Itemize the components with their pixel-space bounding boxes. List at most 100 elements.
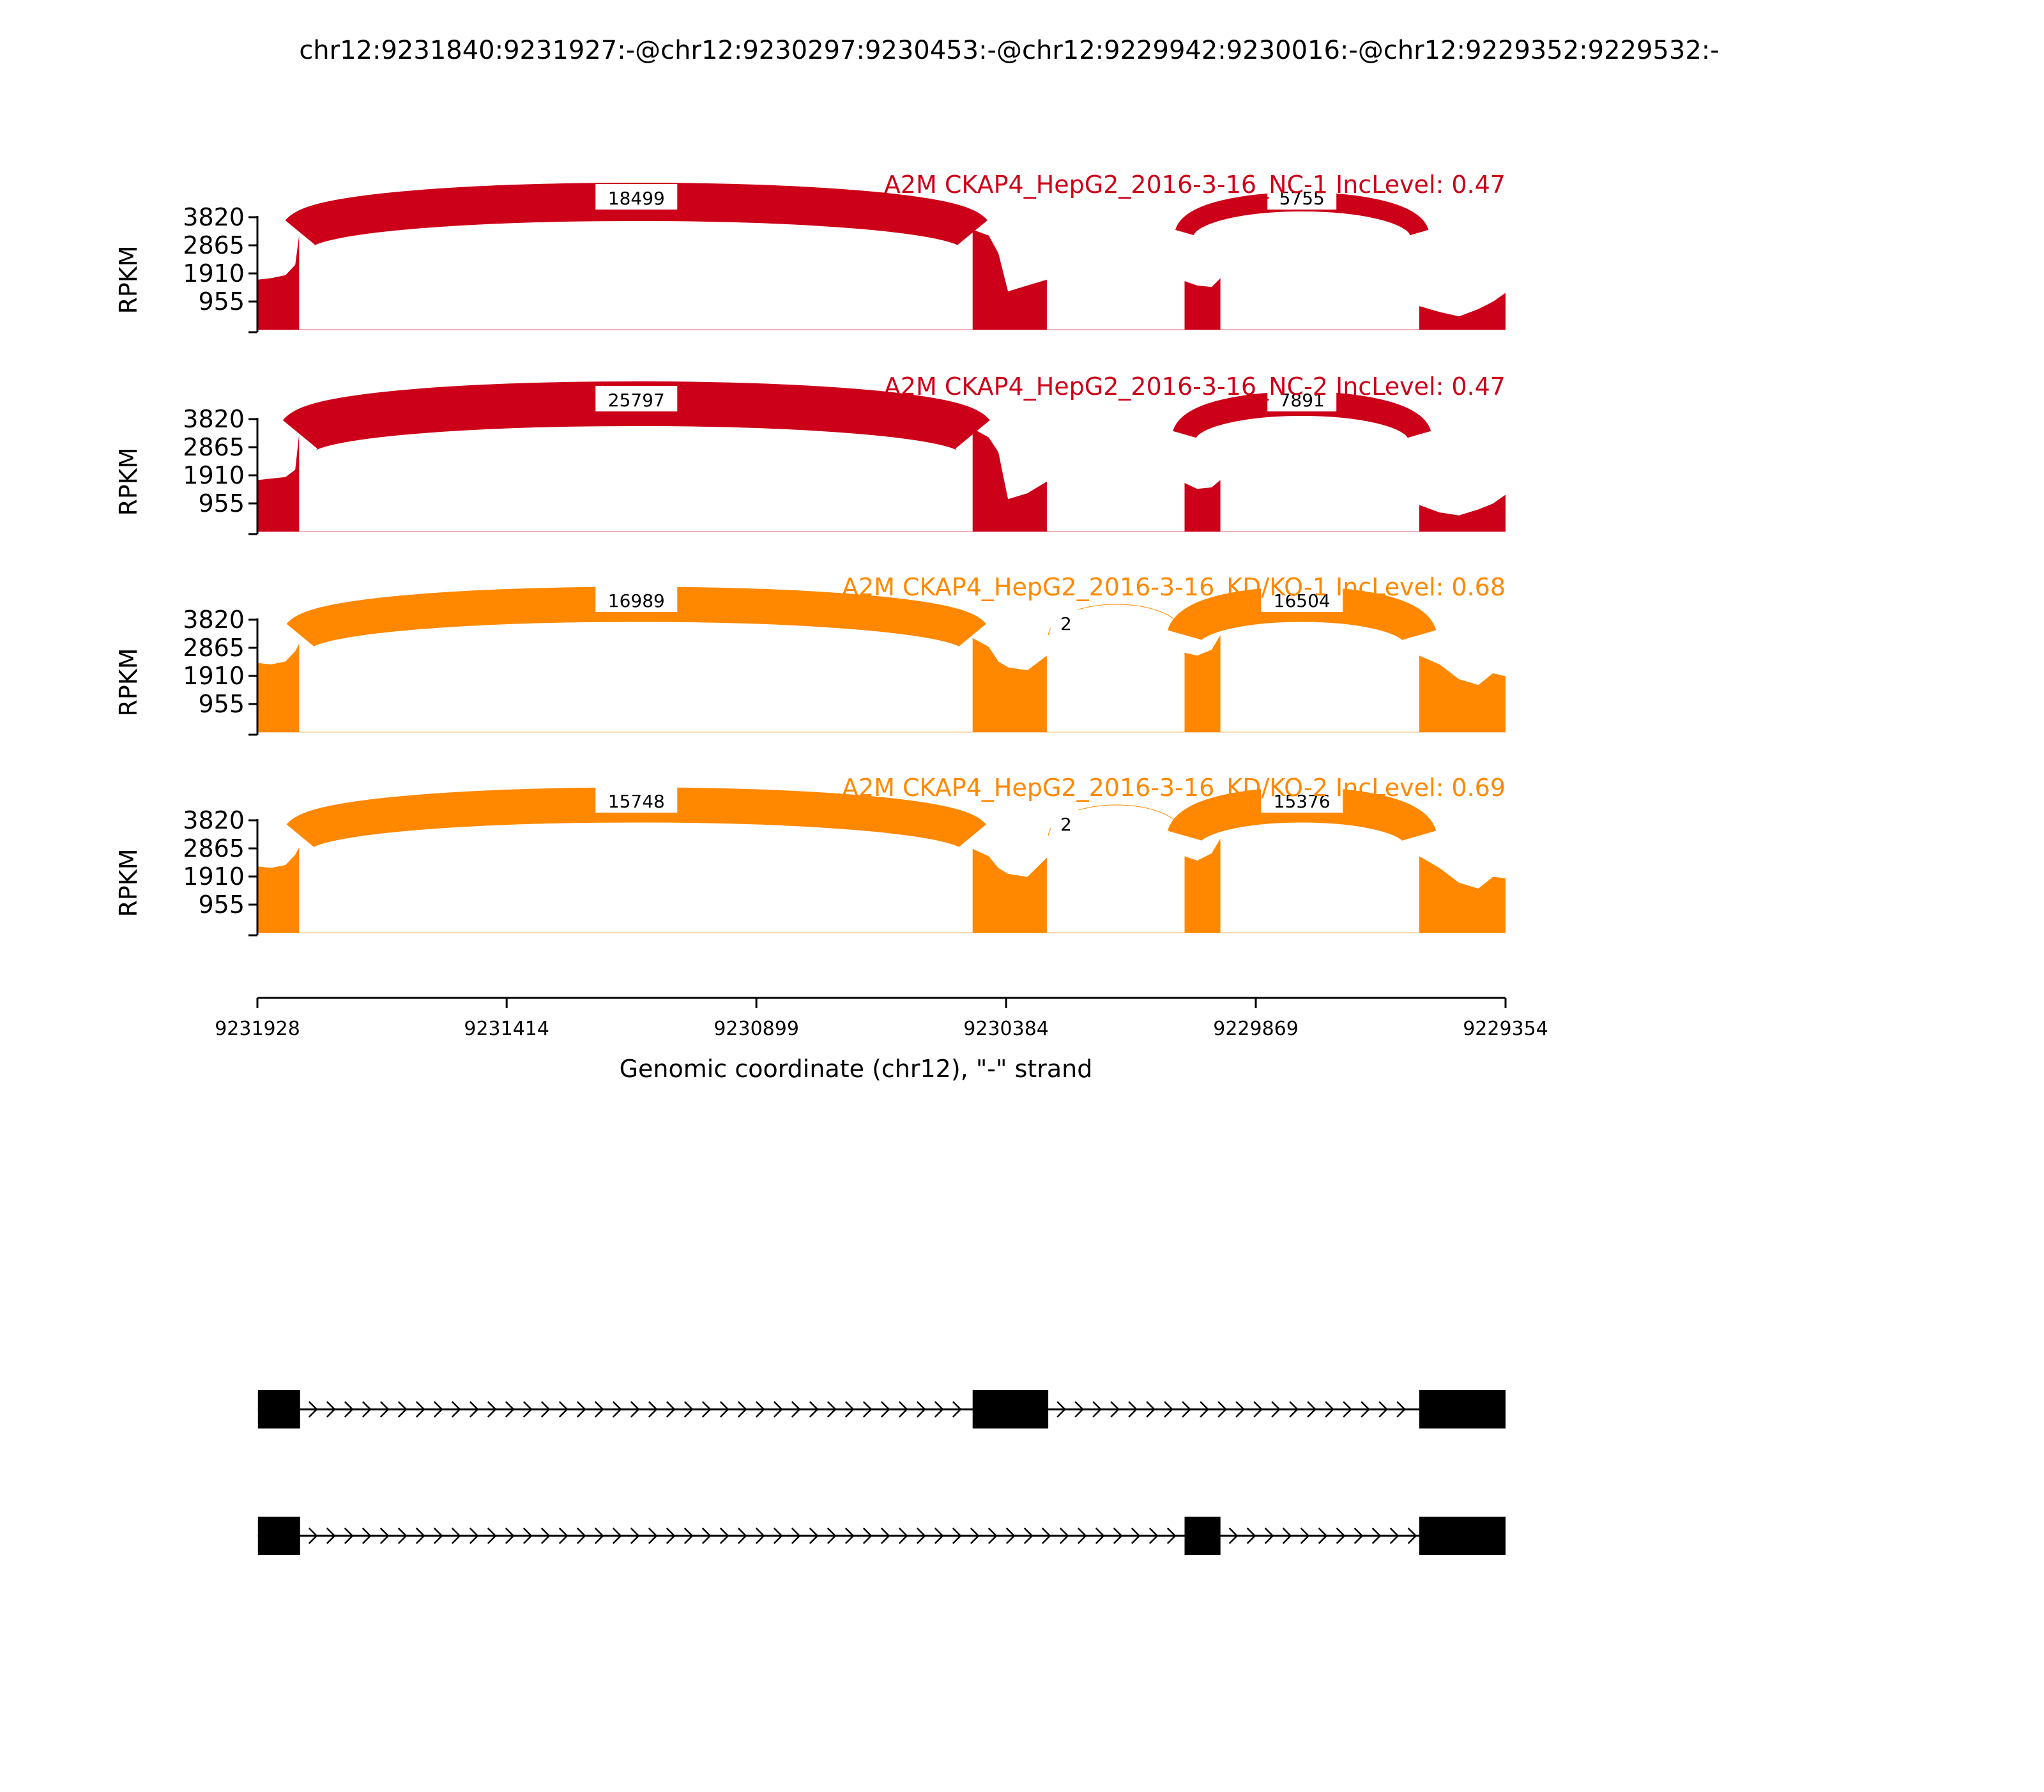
strand-arrow <box>1023 1528 1033 1544</box>
strand-arrow <box>612 1401 622 1418</box>
strand-arrow <box>362 1528 372 1544</box>
strand-arrow <box>1074 1401 1084 1418</box>
strand-arrow <box>540 1528 551 1544</box>
coverage-segment <box>1419 856 1506 933</box>
y-tick-label: 955 <box>198 489 245 517</box>
strand-arrow <box>898 1528 908 1544</box>
strand-arrow <box>308 1528 318 1544</box>
strand-arrow <box>1289 1401 1299 1418</box>
strand-arrow <box>1407 1528 1417 1544</box>
strand-arrow <box>719 1528 729 1544</box>
junction-label-box <box>1267 386 1337 411</box>
strand-arrow <box>1148 1528 1159 1544</box>
strand-arrow <box>558 1401 568 1418</box>
coverage-segment <box>1184 480 1221 532</box>
junction-label-box <box>1261 787 1343 813</box>
junction-read-count: 18499 <box>608 188 665 209</box>
strand-arrow <box>683 1401 694 1418</box>
strand-arrow <box>1200 1401 1209 1418</box>
strand-arrow <box>540 1401 551 1418</box>
y-tick-label: 3820 <box>183 606 245 634</box>
strand-arrow <box>773 1528 783 1544</box>
strand-arrow <box>1271 1401 1281 1418</box>
strand-arrow <box>648 1401 658 1418</box>
strand-arrow <box>701 1528 712 1544</box>
strand-arrow <box>755 1401 765 1418</box>
strand-arrow <box>558 1528 568 1544</box>
strand-arrow <box>898 1401 908 1418</box>
x-tick-label: 9231414 <box>464 1018 549 1040</box>
strand-arrow <box>880 1401 890 1418</box>
exon-block <box>1419 1517 1506 1555</box>
strand-arrow <box>1300 1528 1310 1544</box>
strand-arrow <box>344 1528 354 1544</box>
strand-arrow <box>612 1528 622 1544</box>
strand-arrow <box>862 1528 873 1544</box>
strand-arrow <box>719 1401 729 1418</box>
exon-block <box>972 1390 1049 1428</box>
y-tick-label: 1910 <box>183 662 245 690</box>
strand-arrow <box>1166 1528 1177 1544</box>
strand-arrow <box>916 1401 926 1418</box>
isoform-models <box>257 1390 1506 1555</box>
junction-read-count: 16989 <box>608 590 665 611</box>
junction-read-count: 2 <box>1060 613 1072 634</box>
strand-arrow <box>844 1401 855 1418</box>
strand-arrow <box>1005 1528 1016 1544</box>
exon-block <box>1184 1517 1221 1555</box>
strand-arrow <box>827 1401 837 1418</box>
exon-block <box>257 1390 300 1428</box>
strand-arrow <box>576 1401 586 1418</box>
strand-arrow <box>952 1401 962 1418</box>
coverage-segment <box>972 848 1047 933</box>
y-axis-label: RPKM <box>114 245 142 314</box>
y-tick-label: 2865 <box>183 231 245 259</box>
y-tick-label: 3820 <box>183 203 245 231</box>
junction-label-box <box>595 787 678 813</box>
strand-arrow <box>1396 1401 1406 1418</box>
y-tick-label: 955 <box>198 690 245 718</box>
track-label: A2M CKAP4_HepG2_2016-3-16_KD/KO-1 IncLev… <box>842 573 1506 601</box>
x-tick-label: 9229354 <box>1463 1018 1548 1040</box>
strand-arrow <box>683 1528 694 1544</box>
strand-arrow <box>379 1401 390 1418</box>
strand-arrow <box>397 1401 408 1418</box>
strand-arrow <box>630 1401 640 1418</box>
coverage-segment <box>972 638 1047 732</box>
strand-arrow <box>1113 1528 1123 1544</box>
coverage-segment <box>972 229 1047 330</box>
strand-arrow <box>344 1401 354 1418</box>
strand-arrow <box>433 1401 443 1418</box>
coverage-segment <box>1184 838 1221 933</box>
y-tick-label: 1910 <box>183 862 245 891</box>
strand-arrow <box>1307 1401 1316 1418</box>
x-tick-label: 9231928 <box>215 1018 300 1040</box>
strand-arrow <box>1095 1528 1105 1544</box>
strand-arrow <box>1264 1528 1274 1544</box>
x-axis-label: Genomic coordinate (chr12), "-" strand <box>620 1055 1093 1083</box>
y-tick-label: 955 <box>198 891 245 919</box>
strand-arrow <box>594 1528 604 1544</box>
strand-arrow <box>666 1401 676 1418</box>
strand-arrow <box>1378 1401 1388 1418</box>
strand-arrow <box>1246 1528 1256 1544</box>
strand-arrow <box>362 1401 372 1418</box>
strand-arrow <box>1253 1401 1263 1418</box>
coverage-segment <box>257 643 300 732</box>
strand-arrow <box>1059 1528 1069 1544</box>
strand-arrow <box>880 1528 890 1544</box>
strand-arrow <box>1131 1528 1141 1544</box>
coverage-segment <box>257 434 300 532</box>
junction-label-box <box>1261 586 1343 612</box>
strand-arrow <box>701 1401 712 1418</box>
x-axis: 9231928 9231414 9230899 9230384 9229869 92293… <box>215 997 1548 1040</box>
strand-arrow <box>326 1528 336 1544</box>
y-tick-label: 1910 <box>183 259 245 287</box>
strand-arrow <box>970 1528 980 1544</box>
strand-arrow <box>451 1401 461 1418</box>
x-tick-label: 9229869 <box>1213 1018 1299 1040</box>
